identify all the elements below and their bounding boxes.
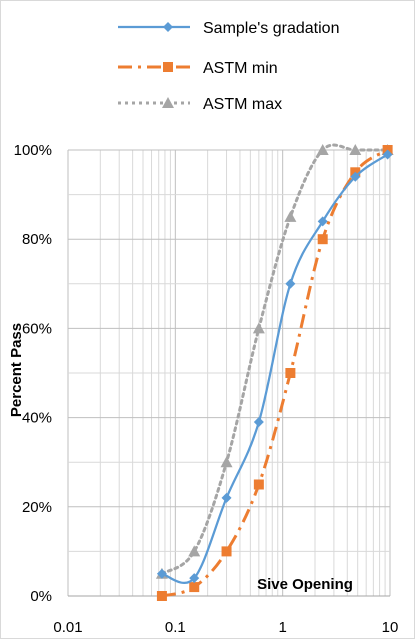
legend-label: ASTM min xyxy=(203,60,278,77)
data-point xyxy=(252,322,265,334)
y-axis-title: Percent Pass xyxy=(8,323,25,417)
data-point xyxy=(316,144,329,155)
x-tick-label: 0.01 xyxy=(53,619,82,636)
legend-item: Sample's gradation xyxy=(118,20,339,37)
data-point xyxy=(156,568,167,579)
y-tick-label: 40% xyxy=(22,410,52,427)
x-tick-label: 0.1 xyxy=(165,619,186,636)
legend: Sample's gradation ASTM min ASTM max xyxy=(118,20,339,113)
legend-label: Sample's gradation xyxy=(203,20,339,37)
data-point xyxy=(221,492,232,503)
data-point xyxy=(220,456,233,468)
data-point xyxy=(349,144,362,155)
data-point xyxy=(317,234,328,245)
legend-label: ASTM max xyxy=(203,96,282,113)
legend-marker xyxy=(163,62,173,72)
data-point xyxy=(284,210,297,222)
data-point xyxy=(253,479,264,490)
legend-item: ASTM max xyxy=(118,96,282,113)
data-point xyxy=(189,582,200,593)
y-tick-label: 100% xyxy=(14,142,52,159)
series-line xyxy=(160,143,390,576)
y-tick-label: 80% xyxy=(22,231,52,248)
x-tick-label: 1 xyxy=(278,619,286,636)
data-point xyxy=(285,278,296,289)
series-sample-s-gradation xyxy=(156,149,393,585)
x-tick-label: 10 xyxy=(382,619,399,636)
data-point xyxy=(382,149,393,160)
tick-labels: 0.01 0.1 1 100%20%40%60%80%100% xyxy=(14,142,399,636)
legend-marker xyxy=(162,97,174,108)
data-point xyxy=(189,573,200,584)
data-point xyxy=(317,216,328,227)
x-axis-title: Sive Opening xyxy=(257,576,353,593)
data-point xyxy=(253,417,264,428)
series-astm-max xyxy=(155,143,394,579)
data-point xyxy=(221,546,232,557)
legend-marker xyxy=(163,22,173,32)
data-point xyxy=(156,591,167,601)
y-tick-label: 60% xyxy=(22,320,52,337)
y-tick-label: 0% xyxy=(30,588,52,605)
y-tick-label: 20% xyxy=(22,499,52,516)
data-point xyxy=(188,545,201,557)
data-point xyxy=(285,368,296,378)
series-line xyxy=(161,153,389,585)
data-point xyxy=(350,171,361,182)
series-layer xyxy=(155,143,394,601)
legend-item: ASTM min xyxy=(118,60,278,77)
